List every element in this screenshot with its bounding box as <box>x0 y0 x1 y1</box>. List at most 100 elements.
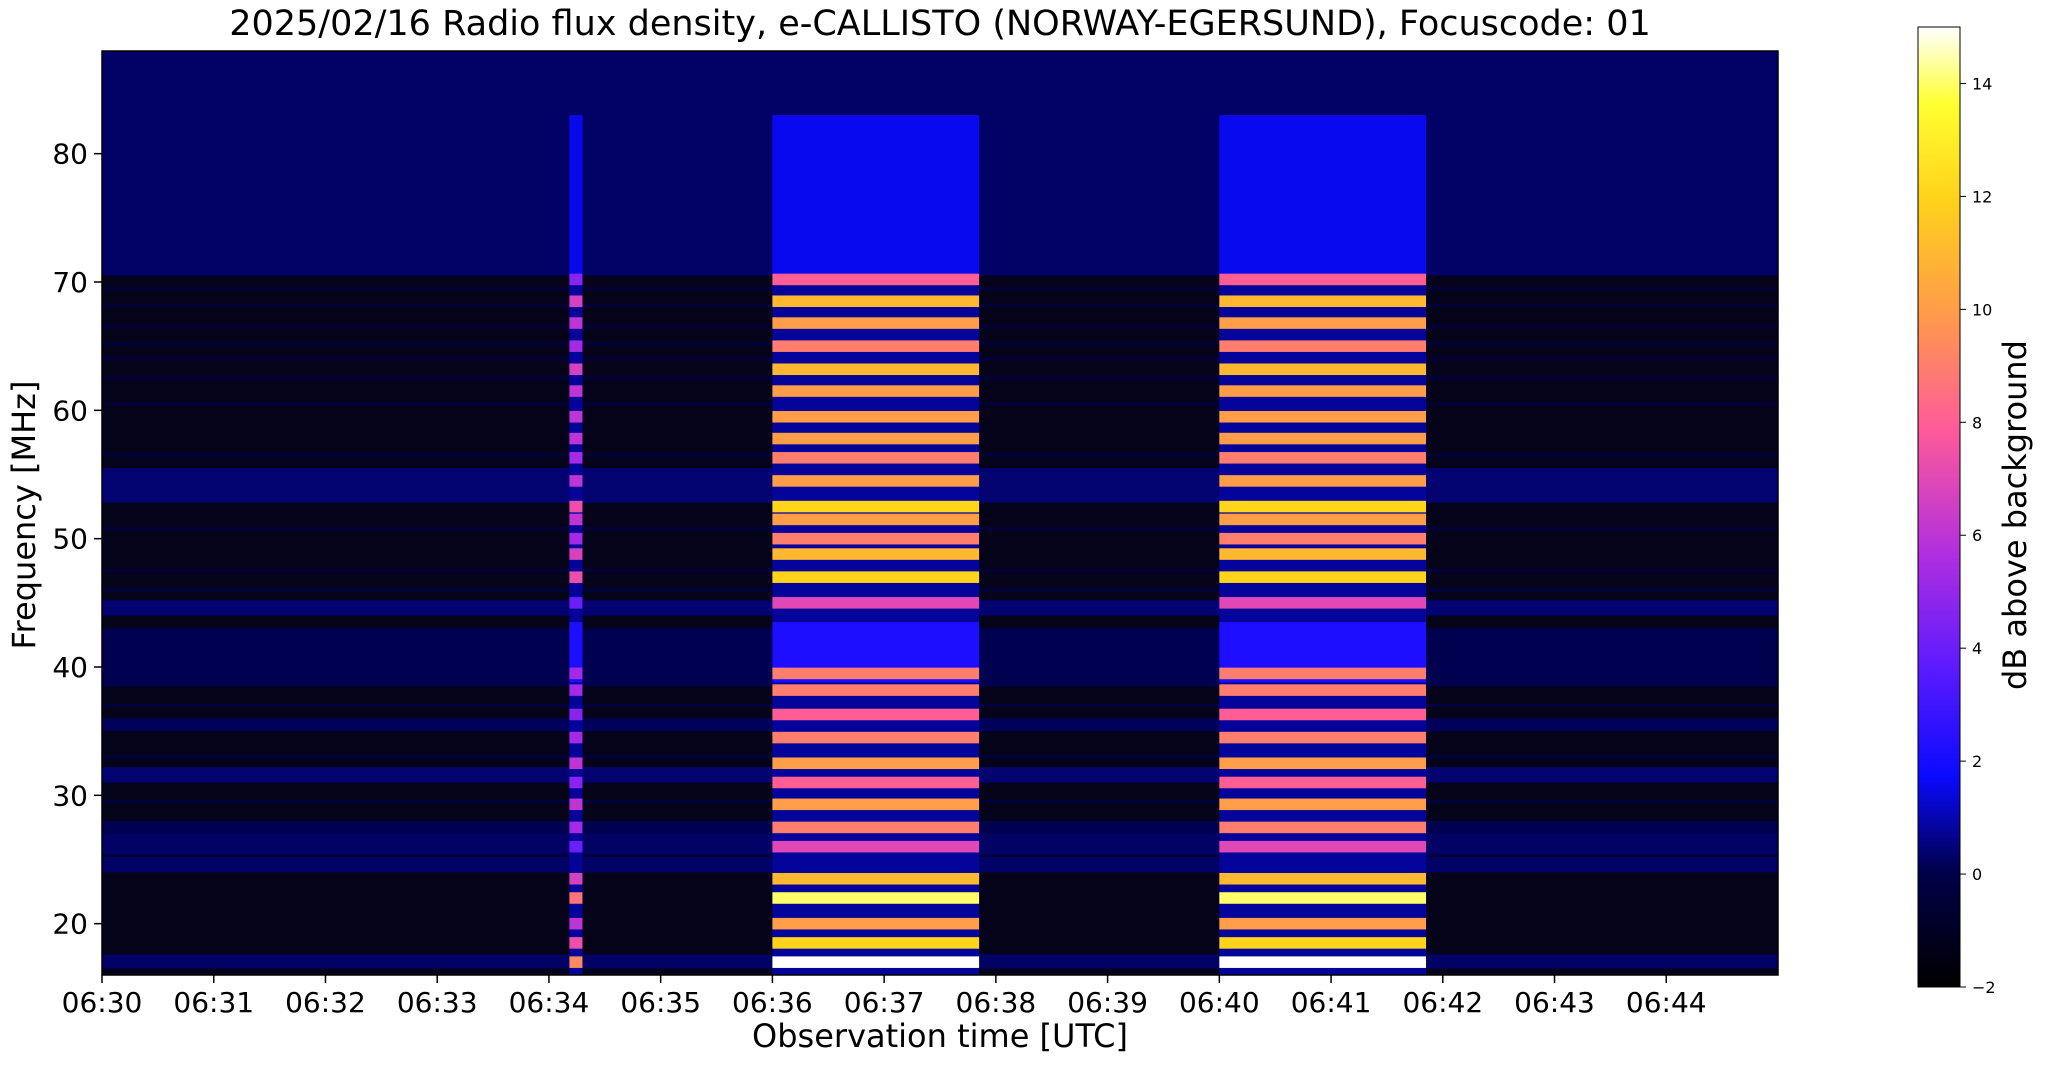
burst-band-4 <box>772 872 980 885</box>
burst-band-12 <box>1219 684 1427 696</box>
burst-band-18 <box>772 513 980 526</box>
burst-band-15 <box>569 571 583 583</box>
burst-band-10 <box>772 731 980 744</box>
burst-band-23 <box>772 410 980 423</box>
colorbar-tick-label: 12 <box>1972 187 1992 206</box>
y-tick-label: 60 <box>52 394 88 427</box>
colorbar-tick-label: 14 <box>1972 74 1992 93</box>
burst-band-11 <box>1219 708 1427 721</box>
burst-band-19 <box>772 500 980 513</box>
burst-band-7 <box>1219 798 1427 811</box>
burst-band-19 <box>569 500 583 513</box>
y-axis: 20 30 40 50 60 70 80 <box>52 138 102 941</box>
burst-band-2 <box>1219 917 1427 930</box>
burst-band-29 <box>1219 273 1427 286</box>
burst-band-18 <box>1219 513 1427 526</box>
x-tick-label: 06:30 <box>62 986 143 1019</box>
burst-band-1 <box>1219 937 1427 949</box>
x-axis: 06:30 06:31 06:32 06:33 06:34 06:35 06:36 06:37… <box>62 975 1707 1019</box>
burst-band-24 <box>772 385 980 397</box>
burst-band-29 <box>772 273 980 286</box>
burst-band-6 <box>1219 821 1427 834</box>
burst-band-17 <box>569 532 583 545</box>
burst-band-28 <box>1219 295 1427 308</box>
burst-band-28 <box>772 295 980 308</box>
burst-2 <box>1219 115 1427 975</box>
burst-band-4 <box>1219 872 1427 885</box>
burst-band-21 <box>569 452 583 464</box>
burst-band-23 <box>1219 410 1427 423</box>
burst-band-13 <box>772 667 980 680</box>
x-tick-label: 06:38 <box>956 986 1037 1019</box>
burst-band-16 <box>772 548 980 560</box>
burst-0 <box>569 115 583 975</box>
burst-band-17 <box>1219 532 1427 545</box>
burst-band-1 <box>569 937 583 949</box>
burst-band-14 <box>1219 597 1427 609</box>
burst-band-0 <box>772 956 980 968</box>
burst-band-6 <box>772 821 980 834</box>
burst-band-20 <box>1219 475 1427 487</box>
burst-band-14 <box>569 597 583 609</box>
burst-band-27 <box>772 317 980 329</box>
burst-band-15 <box>1219 571 1427 583</box>
colorbar-tick-label: 10 <box>1972 300 1992 319</box>
colorbar-tick-label: 8 <box>1972 413 1982 432</box>
burst-band-12 <box>569 684 583 696</box>
burst-band-15 <box>772 571 980 583</box>
burst-band-3 <box>1219 892 1427 904</box>
colorbar-tick-label: 4 <box>1972 639 1982 658</box>
burst-band-10 <box>1219 731 1427 744</box>
burst-band-16 <box>1219 548 1427 560</box>
x-tick-label: 06:35 <box>620 986 701 1019</box>
burst-band-26 <box>1219 340 1427 352</box>
colorbar-label: dB above background <box>1996 340 2034 690</box>
burst-band-29 <box>569 273 583 286</box>
x-tick-label: 06:33 <box>397 986 478 1019</box>
burst-band-19 <box>1219 500 1427 513</box>
burst-band-11 <box>569 708 583 721</box>
burst-band-8 <box>1219 776 1427 789</box>
burst-band-22 <box>1219 432 1427 445</box>
colorbar-axis: −2 0 2 4 6 8 10 12 14 <box>1960 74 1996 997</box>
x-tick-label: 06:41 <box>1291 986 1372 1019</box>
burst-band-23 <box>569 410 583 423</box>
burst-band-0 <box>569 956 583 968</box>
burst-band-25 <box>772 363 980 376</box>
x-tick-label: 06:43 <box>1514 986 1595 1019</box>
burst-band-18 <box>569 513 583 526</box>
x-tick-label: 06:32 <box>285 986 366 1019</box>
burst-band-2 <box>569 917 583 930</box>
burst-band-0 <box>1219 956 1427 968</box>
burst-band-27 <box>569 317 583 329</box>
burst-band-4 <box>569 872 583 885</box>
burst-band-12 <box>772 684 980 696</box>
burst-band-7 <box>772 798 980 811</box>
burst-band-26 <box>772 340 980 352</box>
burst-upper <box>772 115 980 276</box>
colorbar-tick-label: −2 <box>1972 978 1996 997</box>
burst-band-2 <box>772 917 980 930</box>
y-axis-label: Frequency [MHz] <box>5 380 43 650</box>
x-tick-label: 06:37 <box>844 986 925 1019</box>
burst-band-21 <box>772 452 980 464</box>
burst-band-3 <box>569 892 583 904</box>
x-tick-label: 06:31 <box>173 986 254 1019</box>
colorbar-tick-label: 2 <box>1972 752 1982 771</box>
burst-band-11 <box>772 708 980 721</box>
y-tick-label: 70 <box>52 266 88 299</box>
burst-band-13 <box>569 667 583 680</box>
burst-band-22 <box>569 432 583 445</box>
burst-band-13 <box>1219 667 1427 680</box>
burst-band-20 <box>772 475 980 487</box>
burst-mid <box>569 622 583 683</box>
burst-band-24 <box>569 385 583 397</box>
burst-upper <box>569 115 583 276</box>
y-tick-label: 40 <box>52 651 88 684</box>
burst-band-8 <box>772 776 980 789</box>
colorbar <box>1917 26 1961 988</box>
burst-band-17 <box>772 532 980 545</box>
burst-band-10 <box>569 731 583 744</box>
burst-band-24 <box>1219 385 1427 397</box>
y-tick-label: 30 <box>52 779 88 812</box>
